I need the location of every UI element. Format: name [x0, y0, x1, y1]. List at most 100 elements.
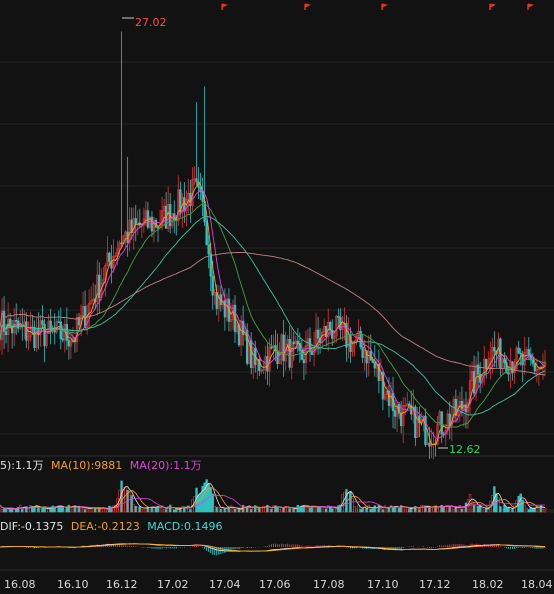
- volume-bar[interactable]: [316, 507, 320, 513]
- candle-body[interactable]: [8, 318, 12, 327]
- candle-body[interactable]: [531, 359, 535, 364]
- candle-body[interactable]: [527, 349, 530, 356]
- candle-body[interactable]: [290, 341, 293, 368]
- volume-bar[interactable]: [83, 509, 87, 513]
- volume-bar[interactable]: [138, 506, 141, 513]
- volume-bar[interactable]: [29, 505, 32, 513]
- volume-bar[interactable]: [503, 504, 506, 513]
- candle-body[interactable]: [476, 364, 480, 375]
- volume-bar[interactable]: [472, 505, 476, 513]
- volume-bar[interactable]: [448, 506, 451, 513]
- volume-bar[interactable]: [371, 508, 374, 513]
- candle-body[interactable]: [207, 244, 210, 255]
- volume-bar[interactable]: [320, 506, 324, 513]
- candle-body[interactable]: [69, 341, 73, 347]
- volume-bar[interactable]: [322, 506, 326, 513]
- volume-bar[interactable]: [132, 504, 135, 513]
- volume-bar[interactable]: [270, 508, 273, 513]
- candle-body[interactable]: [440, 411, 443, 435]
- candle-body[interactable]: [404, 404, 407, 407]
- volume-bar[interactable]: [373, 505, 377, 513]
- volume-bar[interactable]: [383, 505, 387, 513]
- candle-body[interactable]: [493, 347, 496, 352]
- candle-body[interactable]: [314, 329, 318, 348]
- candle-body[interactable]: [53, 329, 56, 333]
- candle-body[interactable]: [424, 415, 427, 445]
- event-flag[interactable]: [304, 3, 312, 10]
- volume-bar[interactable]: [51, 505, 54, 513]
- candle-body[interactable]: [98, 274, 101, 298]
- candle-body[interactable]: [335, 315, 338, 337]
- volume-bar[interactable]: [292, 509, 295, 513]
- candle-body[interactable]: [195, 178, 198, 183]
- candle-body[interactable]: [183, 197, 186, 212]
- volume-bar[interactable]: [349, 490, 352, 513]
- volume-bar[interactable]: [458, 504, 462, 513]
- volume-bar[interactable]: [308, 507, 312, 513]
- candle-body[interactable]: [118, 242, 121, 250]
- volume-bar[interactable]: [387, 507, 391, 513]
- volume-bar[interactable]: [21, 508, 24, 513]
- candle-body[interactable]: [292, 341, 295, 345]
- candle-body[interactable]: [250, 340, 253, 368]
- candle-body[interactable]: [185, 199, 188, 212]
- candle-body[interactable]: [505, 362, 508, 374]
- volume-bar[interactable]: [213, 506, 216, 513]
- volume-bar[interactable]: [124, 487, 127, 513]
- volume-bar[interactable]: [4, 508, 8, 513]
- candle-body[interactable]: [515, 347, 518, 370]
- volume-bar[interactable]: [337, 505, 340, 513]
- volume-bar[interactable]: [209, 487, 212, 513]
- candle-body[interactable]: [2, 310, 6, 332]
- candle-body[interactable]: [333, 335, 336, 339]
- candle-body[interactable]: [302, 359, 306, 364]
- candle-body[interactable]: [331, 329, 334, 339]
- candle-body[interactable]: [485, 358, 488, 370]
- candle-body[interactable]: [41, 320, 44, 325]
- candle-body[interactable]: [533, 362, 537, 372]
- volume-bar[interactable]: [365, 508, 368, 513]
- candle-body[interactable]: [517, 347, 520, 354]
- candles[interactable]: [0, 31, 547, 460]
- candle-body[interactable]: [355, 335, 358, 342]
- volume-bar[interactable]: [343, 492, 346, 513]
- candle-body[interactable]: [401, 405, 405, 427]
- candle-body[interactable]: [75, 317, 79, 343]
- volume-bar[interactable]: [2, 508, 6, 513]
- volume-bar[interactable]: [211, 493, 214, 513]
- volume-bar[interactable]: [296, 504, 300, 513]
- volume-bar[interactable]: [357, 504, 360, 513]
- volume-bar[interactable]: [351, 497, 354, 513]
- volume-bar[interactable]: [173, 509, 176, 513]
- volume-bar[interactable]: [468, 493, 472, 513]
- candle-body[interactable]: [383, 394, 387, 400]
- volume-bar[interactable]: [94, 507, 97, 513]
- volume-bar[interactable]: [0, 504, 2, 513]
- candle-body[interactable]: [316, 329, 320, 339]
- volume-bar[interactable]: [258, 507, 261, 513]
- candle-body[interactable]: [258, 359, 261, 372]
- volume-bar[interactable]: [10, 508, 14, 513]
- volume-bar[interactable]: [250, 509, 253, 513]
- candle-body[interactable]: [35, 327, 38, 348]
- volume-bar[interactable]: [499, 506, 502, 513]
- volume-bar[interactable]: [359, 509, 362, 513]
- candle-body[interactable]: [310, 351, 314, 355]
- candle-body[interactable]: [83, 306, 87, 329]
- event-flag[interactable]: [489, 3, 497, 10]
- candle-body[interactable]: [373, 362, 377, 369]
- candle-body[interactable]: [67, 340, 71, 347]
- volume-bar[interactable]: [539, 505, 543, 513]
- volume-bar[interactable]: [233, 508, 237, 513]
- candle-body[interactable]: [262, 369, 265, 371]
- candle-body[interactable]: [241, 320, 245, 335]
- volume-bar[interactable]: [418, 509, 421, 513]
- volume-bar[interactable]: [377, 504, 381, 513]
- volume-bar[interactable]: [128, 492, 131, 513]
- volume-bar[interactable]: [215, 507, 218, 513]
- candle-body[interactable]: [120, 242, 123, 245]
- volume-bar[interactable]: [288, 508, 291, 513]
- volume-bar[interactable]: [175, 508, 178, 513]
- candle-body[interactable]: [324, 326, 328, 338]
